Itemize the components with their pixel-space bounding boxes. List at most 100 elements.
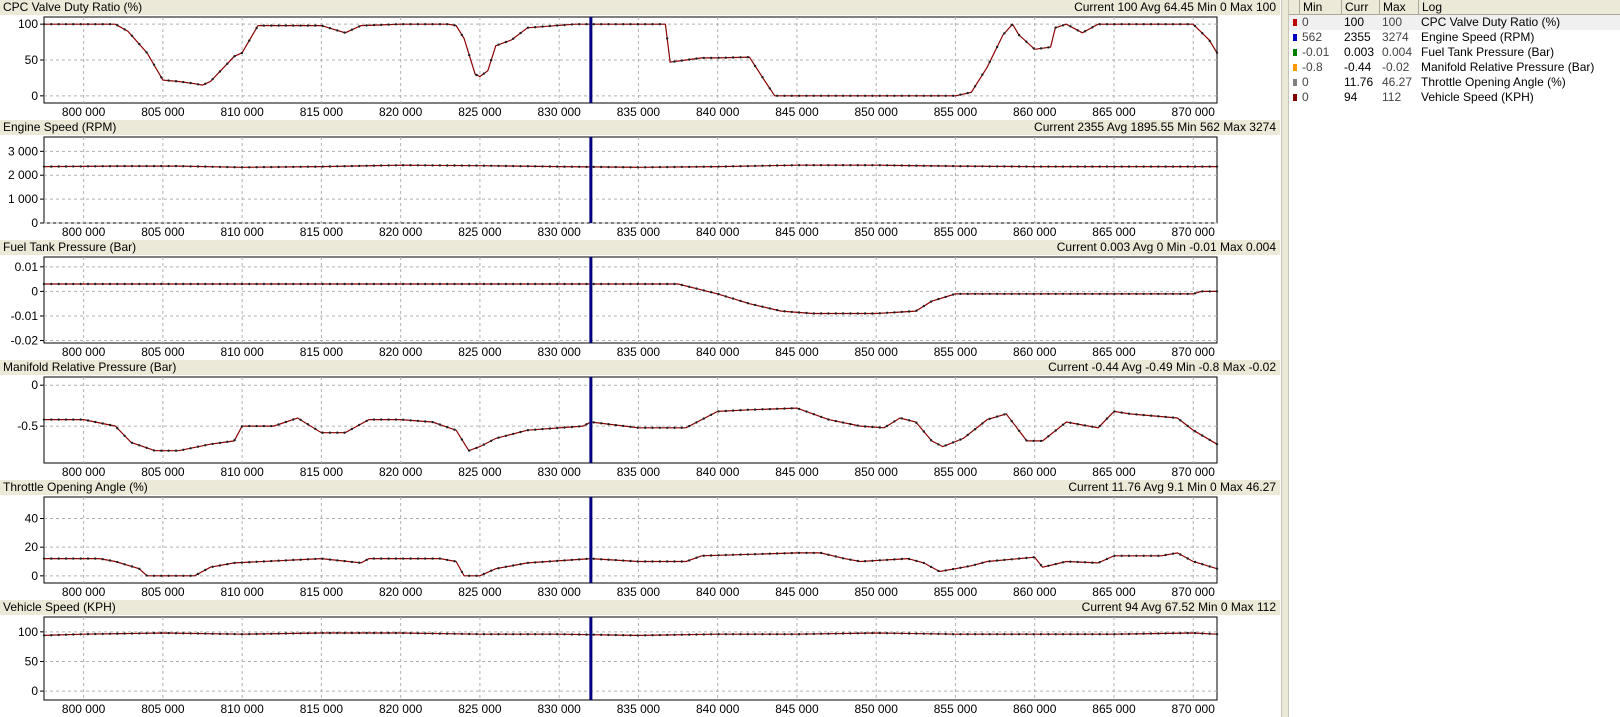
data-point [453,560,456,563]
data-point [1171,632,1175,635]
data-point [167,631,170,635]
data-point [277,282,280,286]
data-point [365,419,368,423]
chart-manifold-relative-pressure[interactable]: 800 000 805 000 810 000 815 000 820 000 825 0… [0,375,1280,480]
data-point [937,443,940,446]
series-color-swatch [1293,19,1297,26]
data-point [64,282,68,286]
data-point [548,633,552,636]
data-point [1135,554,1138,557]
data-point [695,165,698,168]
data-point [138,42,141,46]
data-point [453,164,456,167]
x-tick-label: 865 000 [1092,345,1136,359]
data-point [248,39,251,42]
data-point [1098,633,1101,636]
data-point [607,282,610,286]
legend-row-engine-speed[interactable]: 562 2355 3274 Engine Speed (RPM) [1289,30,1620,45]
legend-row-manifold-relative-pressure[interactable]: -0.8 -0.44 -0.02 Manifold Relative Press… [1289,60,1620,75]
data-point [446,558,449,562]
chart-vehicle-speed[interactable]: 800 000 805 000 810 000 815 000 820 000 825 0… [0,615,1280,717]
data-point [797,407,801,411]
data-point [1149,292,1153,296]
x-tick-label: 840 000 [696,225,740,239]
legend-header-max[interactable]: Max [1379,0,1417,14]
legend-curr: 11.76 [1344,75,1374,89]
chart-engine-speed[interactable]: 800 000 805 000 810 000 815 000 820 000 825 0… [0,135,1280,240]
data-point [101,632,104,636]
data-point [1127,412,1131,415]
data-point [394,282,398,286]
data-point [1098,424,1101,428]
chart-cpc-valve-duty-ratio[interactable]: 800 000 805 000 810 000 815 000 820 000 825 0… [0,15,1280,120]
data-point [497,436,500,439]
data-point [578,282,581,286]
legend-header-curr[interactable]: Curr [1341,0,1379,14]
data-point [226,282,229,286]
data-point [548,165,552,168]
data-point [768,307,771,310]
data-point [380,282,383,286]
data-point [1164,23,1167,26]
data-point [240,51,244,55]
data-point [1127,632,1131,636]
data-point [446,632,449,635]
data-point [387,164,390,167]
data-point [380,164,383,167]
data-point [350,560,354,564]
x-tick-label: 855 000 [934,702,978,716]
data-point [841,421,845,424]
chart-fuel-tank-pressure[interactable]: 800 000 805 000 810 000 815 000 820 000 825 0… [0,255,1280,360]
data-point [42,418,46,421]
data-point [915,309,918,312]
legend-header-min[interactable]: Min [1299,0,1341,14]
data-point [834,94,837,98]
splitter-handle[interactable] [1281,0,1289,717]
data-point [600,282,603,286]
series-color-swatch [1293,79,1297,86]
data-point [753,64,757,68]
data-point [475,164,478,167]
data-point [79,633,82,636]
data-point [959,566,962,569]
legend-header-log[interactable]: Log [1418,0,1620,14]
data-point [1127,292,1131,296]
data-point [1142,292,1145,296]
data-point [519,633,522,636]
data-point [468,632,471,636]
data-point [673,633,676,636]
data-point [995,633,999,636]
data-point [937,632,940,636]
data-point [1201,165,1204,168]
data-point [1010,419,1013,423]
data-point [1193,631,1197,635]
y-tick-label: 50 [25,654,39,668]
panel-title: Throttle Opening Angle (%) [3,480,148,494]
chart-throttle-opening-angle[interactable]: 800 000 805 000 810 000 815 000 820 000 825 0… [0,495,1280,600]
data-point [871,425,874,429]
data-point [1179,553,1182,556]
data-point [42,282,46,286]
data-point [270,632,273,635]
legend-row-fuel-tank-pressure[interactable]: -0.01 0.003 0.004 Fuel Tank Pressure (Ba… [1289,45,1620,60]
data-point [387,557,390,560]
data-point [959,438,962,441]
data-point [731,633,735,636]
legend-row-cpc-valve-duty-ratio[interactable]: 0 100 100 CPC Valve Duty Ratio (%) [1289,15,1620,30]
data-point [306,282,310,286]
legend-max: -0.02 [1382,60,1410,74]
panel-header: Engine Speed (RPM) Current 2355 Avg 1895… [0,120,1280,135]
legend-row-vehicle-speed[interactable]: 0 94 112 Vehicle Speed (KPH) [1289,90,1620,105]
data-point [973,165,977,168]
data-point [1179,419,1182,422]
data-point [446,282,449,286]
data-point [504,565,508,568]
charts-area[interactable]: CPC Valve Duty Ratio (%) Current 100 Avg… [0,0,1280,717]
legend-row-throttle-opening-angle[interactable]: 0 11.76 46.27 Throttle Opening Angle (%) [1289,75,1620,90]
data-point [189,165,192,168]
data-point [1135,292,1138,296]
data-point [519,165,522,168]
data-point [775,552,779,555]
data-point [1171,165,1175,168]
data-point [86,23,90,26]
